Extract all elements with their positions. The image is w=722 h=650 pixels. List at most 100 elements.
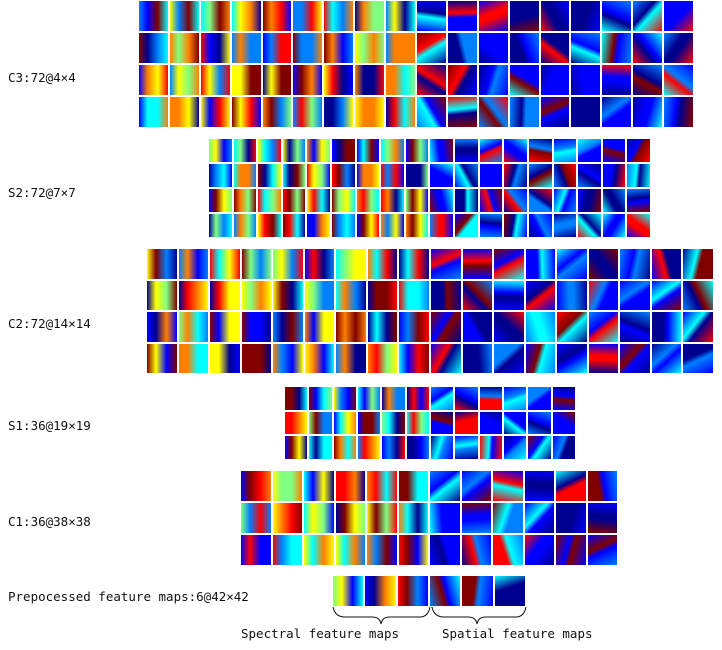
- feature-map-tile: [586, 470, 618, 502]
- feature-map-tile: [524, 248, 557, 280]
- feature-map-tile: [477, 0, 509, 32]
- feature-map-tile: [508, 0, 540, 32]
- feature-map-tile: [478, 138, 504, 163]
- feature-map-tile: [138, 64, 169, 96]
- feature-map-tile: [303, 279, 336, 311]
- feature-map-tile: [626, 188, 651, 213]
- layer-label-c3: C3:72@4×4: [8, 70, 76, 85]
- feature-map-tile: [334, 534, 366, 566]
- feature-map-tile: [493, 248, 525, 280]
- feature-map-tile: [454, 163, 479, 188]
- feature-map-tile: [398, 342, 430, 374]
- feature-map-tile: [552, 213, 578, 238]
- feature-map-tile: [240, 342, 273, 374]
- feature-map-grid-preprocessed: [332, 575, 526, 607]
- feature-map-tile: [555, 534, 587, 566]
- feature-map-tile: [626, 138, 651, 163]
- layer-label-c1: C1:36@38×38: [8, 514, 91, 529]
- feature-map-tile: [570, 64, 602, 96]
- feature-map-tile: [527, 188, 553, 213]
- feature-map-tile: [523, 470, 555, 502]
- feature-map-tile: [199, 96, 231, 128]
- feature-map-tile: [524, 279, 557, 311]
- feature-map-tile: [503, 410, 528, 436]
- feature-map-tile: [334, 502, 366, 534]
- feature-map-tile: [146, 311, 178, 343]
- feature-map-tile: [682, 279, 714, 311]
- feature-map-tile: [446, 96, 478, 128]
- feature-map-tile: [619, 279, 651, 311]
- feature-map-tile: [257, 213, 282, 238]
- feature-map-tile: [257, 163, 282, 188]
- feature-map-tile: [230, 64, 262, 96]
- feature-map-tile: [168, 64, 200, 96]
- feature-map-tile: [332, 386, 357, 411]
- feature-map-tile: [524, 311, 557, 343]
- feature-map-tile: [503, 163, 528, 188]
- feature-map-tile: [271, 534, 303, 566]
- feature-map-tile: [331, 188, 356, 213]
- feature-map-tile: [366, 311, 399, 343]
- feature-map-tile: [552, 188, 578, 213]
- feature-map-tile: [138, 96, 169, 128]
- feature-map-tile: [272, 342, 304, 374]
- feature-map-tile: [632, 96, 664, 128]
- feature-map-tile: [404, 138, 430, 163]
- feature-map-tile: [461, 342, 494, 374]
- feature-map-tile: [601, 163, 627, 188]
- feature-map-tile: [570, 96, 602, 128]
- feature-map-tile: [138, 32, 169, 64]
- feature-map-tile: [430, 435, 455, 460]
- feature-map-tile: [632, 0, 664, 32]
- feature-map-tile: [430, 410, 455, 436]
- feature-map-tile: [397, 534, 429, 566]
- feature-map-tile: [385, 0, 416, 32]
- feature-map-tile: [619, 311, 651, 343]
- feature-map-tile: [523, 534, 555, 566]
- feature-map-tile: [493, 311, 525, 343]
- feature-map-tile: [577, 138, 602, 163]
- feature-map-tile: [281, 213, 307, 238]
- feature-map-tile: [281, 138, 307, 163]
- feature-map-tile: [477, 64, 509, 96]
- feature-map-tile: [209, 311, 241, 343]
- feature-map-tile: [663, 32, 694, 64]
- feature-map-tile: [461, 248, 494, 280]
- feature-map-tile: [527, 410, 552, 436]
- feature-map-tile: [477, 32, 509, 64]
- feature-map-tile: [306, 213, 332, 238]
- feature-map-tile: [177, 279, 210, 311]
- feature-map-tile: [261, 0, 293, 32]
- feature-map-tile: [146, 342, 178, 374]
- feature-map-tile: [199, 32, 231, 64]
- feature-map-tile: [284, 386, 309, 411]
- feature-map-tile: [230, 32, 262, 64]
- feature-map-tile: [354, 96, 386, 128]
- feature-map-tile: [503, 138, 528, 163]
- feature-map-tile: [461, 575, 494, 607]
- feature-map-tile: [570, 0, 602, 32]
- feature-map-tile: [508, 32, 540, 64]
- feature-map-tile: [208, 138, 233, 163]
- feature-map-tile: [354, 32, 386, 64]
- feature-map-tile: [429, 342, 462, 374]
- feature-map-tile: [503, 435, 528, 460]
- feature-map-tile: [381, 386, 406, 411]
- feature-map-tile: [292, 96, 324, 128]
- feature-map-tile: [405, 410, 430, 436]
- feature-map-tile: [460, 470, 492, 502]
- feature-map-tile: [232, 163, 258, 188]
- layer-label-preprocessed: Prepocessed feature maps:6@42×42: [8, 589, 249, 604]
- feature-map-tile: [272, 311, 304, 343]
- feature-map-tile: [208, 213, 233, 238]
- feature-map-tile: [493, 279, 525, 311]
- feature-map-tile: [357, 386, 382, 411]
- feature-map-tile: [306, 188, 332, 213]
- feature-map-tile: [332, 435, 357, 460]
- feature-map-tile: [587, 311, 620, 343]
- feature-map-tile: [272, 248, 304, 280]
- feature-map-tile: [429, 213, 455, 238]
- feature-map-tile: [385, 32, 416, 64]
- feature-map-tile: [380, 188, 405, 213]
